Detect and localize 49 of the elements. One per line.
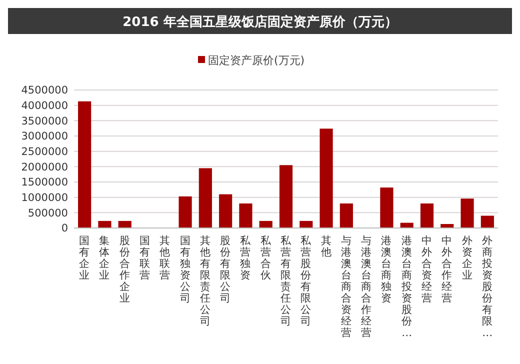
- bar: [219, 194, 232, 228]
- bar: [198, 168, 212, 228]
- x-tick-label: 私营独资: [240, 235, 252, 282]
- bar: [480, 216, 494, 228]
- x-tick-label: 其他联营: [160, 234, 171, 282]
- bar: [300, 220, 313, 228]
- category-label: 外商投资股份有限…: [482, 235, 493, 339]
- bar: [118, 220, 132, 228]
- x-tick-label: 港澳台商独资: [381, 234, 392, 304]
- y-tick-label: 1500000: [21, 176, 68, 189]
- y-tick-label: 500000: [28, 207, 68, 220]
- y-tick-label: 2000000: [21, 161, 68, 174]
- x-tick-label: 私营合伙: [260, 235, 272, 282]
- bar: [78, 101, 92, 228]
- y-tick-label: 0: [61, 222, 68, 235]
- bar: [380, 188, 394, 228]
- bar: [420, 203, 434, 228]
- y-tick-label: 4500000: [21, 84, 68, 97]
- legend-label: 固定资产原价(万元): [208, 54, 305, 67]
- y-tick-label: 2500000: [21, 146, 68, 158]
- chart-title: 2016 年全国五星级饭店固定资产原价（万元）: [122, 14, 398, 30]
- y-tick-label: 1000000: [21, 192, 68, 204]
- bar: [239, 203, 252, 228]
- category-label: 与港澳台商合作经营: [361, 235, 372, 339]
- bar: [178, 196, 192, 228]
- x-tick-label: 国有独资公司: [180, 235, 191, 304]
- bar: [320, 128, 333, 228]
- x-tick-label: 国有企业: [79, 235, 90, 282]
- x-tick-label: 私营股份有限公司: [300, 235, 313, 328]
- x-tick-label: 其他: [320, 234, 332, 258]
- x-tick-label: 私营有限责任公司: [280, 235, 292, 328]
- bar: [259, 220, 272, 228]
- x-tick-label: 中外合资经营: [422, 234, 432, 304]
- x-tick-label: 国有联营: [140, 235, 150, 282]
- x-tick-label: 外资企业: [462, 235, 473, 282]
- category-label: 港澳台商投资股份…: [401, 235, 412, 339]
- x-tick-label: 股份有限公司: [220, 235, 232, 304]
- y-tick-label: 4000000: [21, 100, 68, 112]
- x-tick-label: 集体企业: [99, 235, 110, 282]
- bar: [340, 203, 353, 228]
- x-tick-label: 中外合作经营: [440, 234, 453, 304]
- y-tick-label: 3000000: [21, 130, 68, 143]
- bar: [279, 165, 293, 228]
- bar: [98, 220, 112, 228]
- bar: [460, 198, 474, 228]
- x-tick-label: 股份合作企业: [118, 235, 130, 304]
- category-label: 与港澳台商合资经营: [340, 235, 352, 339]
- x-tick-label: 其他有限责任公司: [198, 234, 211, 328]
- y-tick-label: 3500000: [21, 115, 68, 128]
